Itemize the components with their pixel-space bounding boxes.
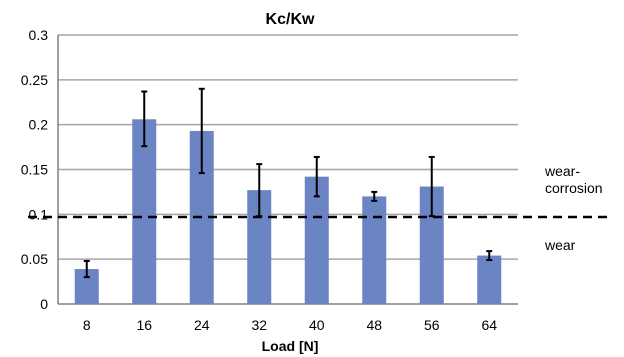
annotation-wear: wear — [544, 237, 576, 253]
x-tick-label: 16 — [136, 317, 152, 333]
y-tick-label: 0.05 — [21, 251, 48, 267]
y-tick-label: 0.25 — [21, 72, 48, 88]
x-tick-label: 8 — [83, 317, 91, 333]
y-tick-label: 0.3 — [29, 27, 49, 43]
x-axis-ticks: 8 16 24 32 40 48 56 64 — [83, 317, 497, 333]
error-bars — [83, 87, 493, 279]
bars — [74, 119, 502, 304]
x-tick-label: 64 — [481, 317, 497, 333]
grid-lines — [58, 34, 518, 305]
y-tick-label: 0.2 — [29, 117, 49, 133]
x-tick-label: 24 — [194, 317, 210, 333]
y-tick-label: 0.15 — [21, 162, 48, 178]
x-tick-label: 48 — [366, 317, 382, 333]
x-tick-label: 40 — [309, 317, 325, 333]
bar — [477, 255, 502, 304]
chart-title: Kc/Kw — [266, 11, 315, 28]
y-axis-ticks: 0 0.05 0.1 0.15 0.2 0.25 0.3 — [21, 27, 48, 312]
y-tick-label: 0.1 — [29, 206, 49, 222]
x-tick-label: 32 — [251, 317, 267, 333]
x-axis-label: Load [N] — [262, 338, 319, 354]
annotation-wear-corrosion-line2: corrosion — [545, 180, 603, 196]
bar — [304, 176, 329, 304]
bar — [132, 119, 157, 304]
bar — [362, 196, 387, 304]
y-tick-label: 0 — [40, 296, 48, 312]
x-tick-label: 56 — [424, 317, 440, 333]
annotation-wear-corrosion-line1: wear- — [544, 163, 580, 179]
